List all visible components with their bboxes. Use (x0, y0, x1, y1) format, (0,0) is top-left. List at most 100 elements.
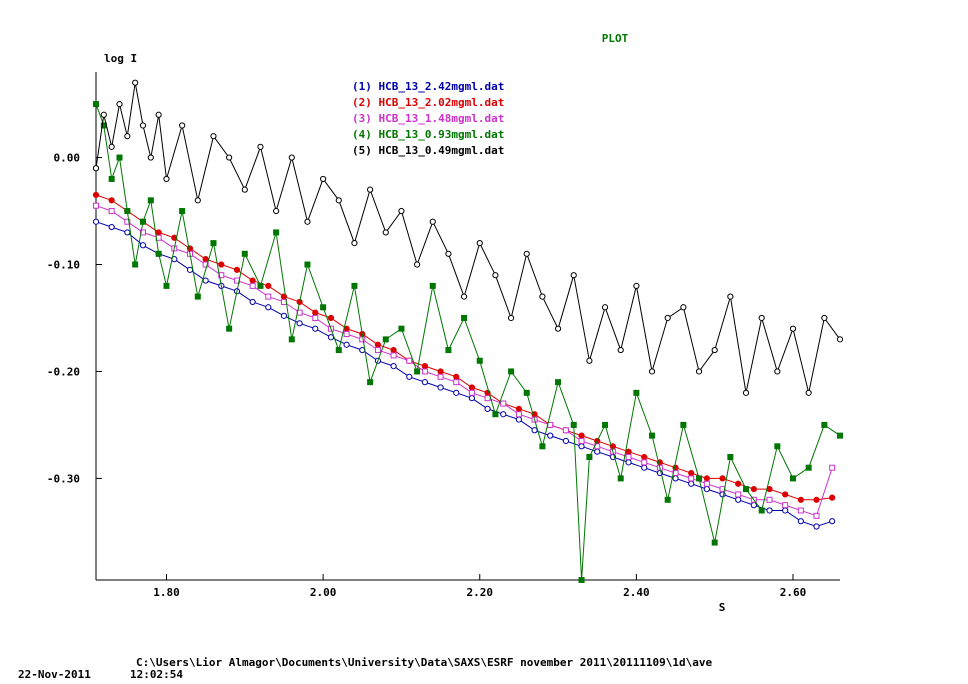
data-point (750, 502, 757, 509)
data-point (249, 298, 256, 306)
data-point (539, 443, 546, 450)
data-point (445, 250, 452, 257)
data-point (711, 539, 718, 546)
data-point (155, 250, 162, 257)
data-point (390, 352, 397, 359)
data-point (124, 218, 131, 225)
data-point (453, 373, 460, 380)
data-point (750, 485, 757, 493)
data-point (241, 250, 248, 257)
y-axis-label: log I (104, 52, 137, 65)
data-point (578, 437, 585, 444)
series-2 (92, 191, 836, 503)
data-point (343, 341, 350, 348)
footer-time: 12:02:54 (130, 668, 183, 681)
data-point (633, 389, 640, 396)
data-point (664, 314, 671, 322)
data-point (790, 475, 797, 482)
data-point (641, 459, 648, 466)
data-point (805, 464, 812, 471)
series-3 (93, 202, 836, 519)
data-point (139, 229, 146, 236)
data-point (837, 432, 843, 439)
data-point (390, 363, 397, 370)
x-axis-label: S (719, 601, 726, 614)
footer-date: 22-Nov-2011 (18, 668, 91, 681)
data-point (249, 277, 256, 284)
data-point (570, 272, 577, 279)
data-point (719, 486, 726, 493)
data-point (132, 261, 139, 268)
x-tick-label: 2.60 (780, 586, 807, 599)
data-point (829, 518, 836, 525)
data-point (539, 293, 546, 300)
data-point (515, 416, 523, 423)
data-point (562, 427, 569, 434)
data-point (727, 293, 734, 300)
data-point (92, 165, 100, 172)
data-point (257, 143, 264, 150)
series-line (95, 205, 833, 517)
data-point (437, 368, 444, 375)
data-point (218, 261, 225, 268)
data-point (703, 480, 710, 487)
data-point (398, 325, 405, 332)
data-point (453, 389, 460, 396)
data-point (688, 475, 695, 482)
data-point (132, 79, 139, 86)
y-tick-label: -0.30 (47, 472, 80, 485)
data-point (382, 336, 389, 343)
data-point (437, 373, 444, 380)
chart-title: PLOT (602, 32, 629, 45)
data-point (774, 368, 781, 375)
data-point (108, 143, 115, 150)
data-point (367, 379, 374, 386)
data-point (782, 502, 789, 509)
data-point (108, 223, 115, 231)
series-line (95, 103, 841, 581)
data-point (186, 266, 194, 273)
data-point (688, 480, 695, 487)
data-point (570, 421, 577, 428)
data-point (578, 443, 585, 450)
data-point (468, 384, 476, 391)
data-point (327, 314, 335, 322)
data-point (351, 240, 358, 247)
data-point (672, 475, 679, 482)
data-point (523, 250, 530, 257)
data-point (296, 320, 303, 327)
data-point (124, 229, 131, 236)
data-point (649, 432, 656, 439)
data-point (226, 325, 233, 332)
x-tick-label: 1.80 (153, 586, 180, 599)
data-point (335, 197, 342, 204)
data-point (719, 475, 726, 482)
data-point (515, 411, 522, 418)
data-point (429, 218, 436, 225)
data-point (218, 272, 225, 279)
data-point (382, 229, 389, 236)
data-point (797, 496, 804, 503)
data-point (304, 261, 311, 268)
data-point (617, 346, 624, 354)
data-point (562, 437, 569, 445)
data-point (320, 304, 327, 311)
data-point (641, 464, 648, 471)
data-point (265, 304, 272, 311)
data-point (194, 197, 201, 204)
data-point (594, 448, 601, 455)
data-point (139, 218, 146, 225)
legend-entry: (4) HCB_13_0.93mgml.dat (352, 128, 504, 141)
data-point (625, 454, 632, 461)
data-point (92, 191, 100, 199)
data-point (484, 405, 491, 412)
data-point (374, 341, 382, 348)
data-point (304, 218, 311, 225)
data-point (492, 272, 499, 279)
data-point (163, 175, 170, 183)
data-point (813, 496, 820, 503)
data-point (758, 314, 765, 322)
data-point (108, 175, 115, 182)
data-point (766, 507, 773, 514)
data-point (461, 314, 468, 321)
